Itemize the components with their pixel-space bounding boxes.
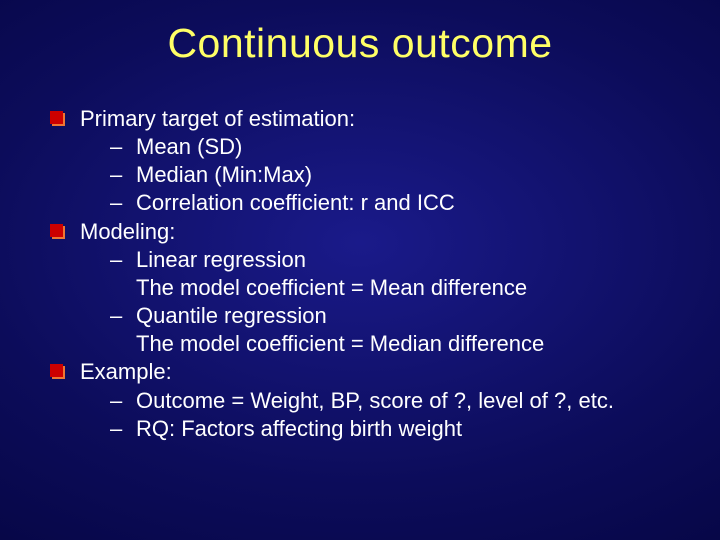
sub-item-label: Quantile regression: [136, 303, 327, 328]
list-item: Example: – Outcome = Weight, BP, score o…: [50, 358, 690, 442]
sub-item-extra: The model coefficient = Mean difference: [110, 274, 690, 302]
dash-icon: –: [110, 302, 122, 330]
sub-item-extra: The model coefficient = Median differenc…: [110, 330, 690, 358]
sub-item: – Median (Min:Max): [110, 161, 690, 189]
sub-list: – Linear regression The model coefficien…: [110, 246, 690, 359]
list-item-label: Primary target of estimation:: [80, 106, 355, 131]
sub-item-label: Linear regression: [136, 247, 306, 272]
sub-item: – Mean (SD): [110, 133, 690, 161]
dash-icon: –: [110, 161, 122, 189]
dash-icon: –: [110, 189, 122, 217]
sub-item-label: Median (Min:Max): [136, 162, 312, 187]
list-item-label: Example:: [80, 359, 172, 384]
sub-item-label: Mean (SD): [136, 134, 242, 159]
slide: Continuous outcome Primary target of est…: [0, 0, 720, 540]
dash-icon: –: [110, 387, 122, 415]
sub-item: – Quantile regression: [110, 302, 690, 330]
sub-list: – Outcome = Weight, BP, score of ?, leve…: [110, 387, 690, 443]
dash-icon: –: [110, 246, 122, 274]
list-item-label: Modeling:: [80, 219, 175, 244]
list-item: Modeling: – Linear regression The model …: [50, 218, 690, 359]
sub-item: – Outcome = Weight, BP, score of ?, leve…: [110, 387, 690, 415]
list-item: Primary target of estimation: – Mean (SD…: [50, 105, 690, 218]
sub-item-label: Correlation coefficient: r and ICC: [136, 190, 455, 215]
dash-icon: –: [110, 415, 122, 443]
sub-item-label: Outcome = Weight, BP, score of ?, level …: [136, 388, 614, 413]
sub-item: – Linear regression: [110, 246, 690, 274]
content-area: Primary target of estimation: – Mean (SD…: [50, 105, 690, 443]
slide-title: Continuous outcome: [30, 20, 690, 67]
sub-item: – RQ: Factors affecting birth weight: [110, 415, 690, 443]
dash-icon: –: [110, 133, 122, 161]
bullet-icon: [50, 364, 68, 382]
sub-list: – Mean (SD) – Median (Min:Max) – Correla…: [110, 133, 690, 217]
bullet-icon: [50, 224, 68, 242]
sub-item-label: RQ: Factors affecting birth weight: [136, 416, 462, 441]
bullet-icon: [50, 111, 68, 129]
sub-item: – Correlation coefficient: r and ICC: [110, 189, 690, 217]
